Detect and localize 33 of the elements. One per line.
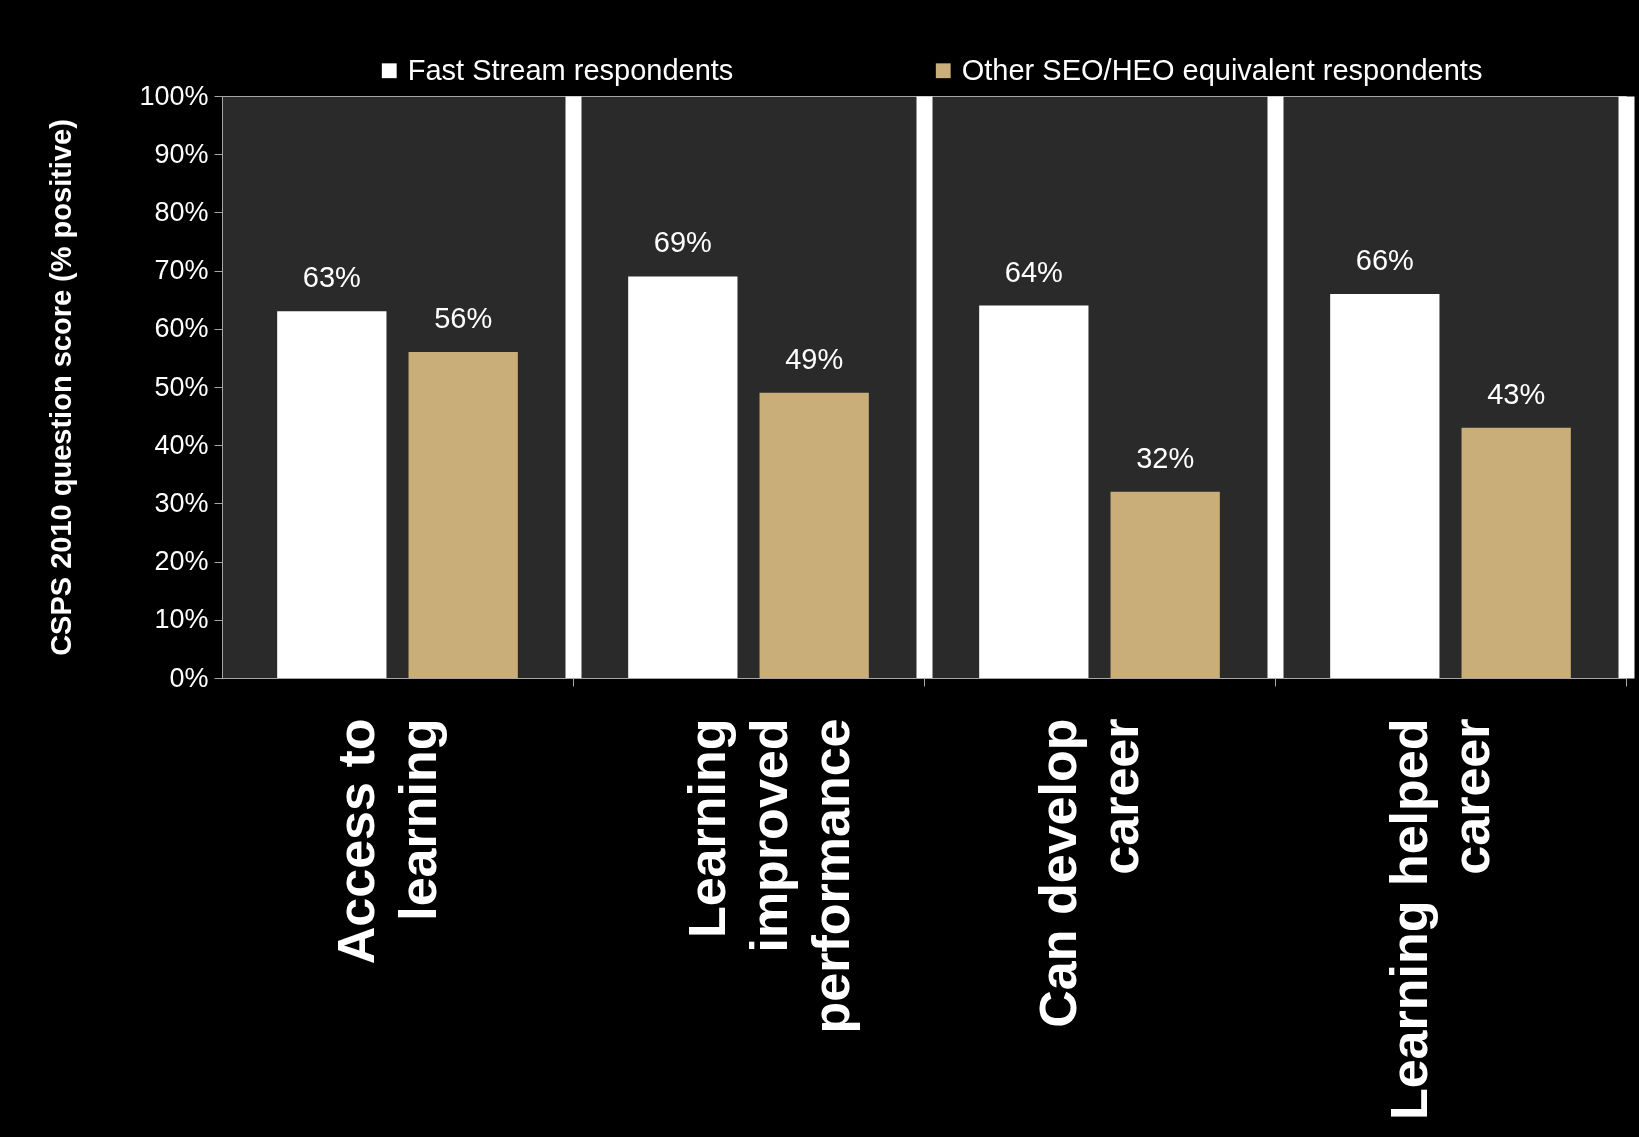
y-tick-label: 90% — [154, 138, 209, 169]
x-tick-label: Can develop career — [1028, 718, 1149, 1028]
bar — [628, 276, 738, 678]
legend-label: Fast Stream respondents — [407, 53, 734, 86]
y-tick-label: 0% — [169, 662, 209, 693]
data-label: 56% — [434, 302, 493, 335]
y-tick-label: 80% — [154, 196, 209, 227]
data-label: 66% — [1355, 243, 1414, 276]
data-label: 69% — [653, 226, 712, 259]
y-tick-label: 100% — [139, 80, 209, 111]
x-tick-label: Access to learning — [326, 718, 447, 965]
y-tick-label: 40% — [154, 429, 209, 460]
bar — [979, 305, 1089, 678]
data-label: 64% — [1004, 255, 1063, 288]
y-tick-label: 30% — [154, 487, 209, 518]
y-tick-label: 60% — [154, 313, 209, 344]
bar — [1461, 427, 1571, 678]
data-label: 43% — [1487, 377, 1546, 410]
bar — [1110, 491, 1220, 678]
legend-label: Other SEO/HEO equivalent respondents — [961, 53, 1483, 86]
y-axis-title: CSPS 2010 question score (% positive) — [45, 119, 78, 656]
data-label: 49% — [785, 342, 844, 375]
y-tick-label: 10% — [154, 604, 209, 635]
bar — [277, 311, 387, 678]
bar — [759, 392, 869, 678]
data-label: 63% — [302, 261, 361, 294]
y-tick-label: 50% — [154, 371, 209, 402]
y-tick-label: 20% — [154, 546, 209, 577]
bar — [1330, 293, 1440, 678]
x-tick-label: Learning helped career — [1379, 718, 1500, 1121]
y-tick-label: 70% — [154, 255, 209, 286]
bar — [408, 352, 518, 678]
data-label: 32% — [1136, 441, 1195, 474]
